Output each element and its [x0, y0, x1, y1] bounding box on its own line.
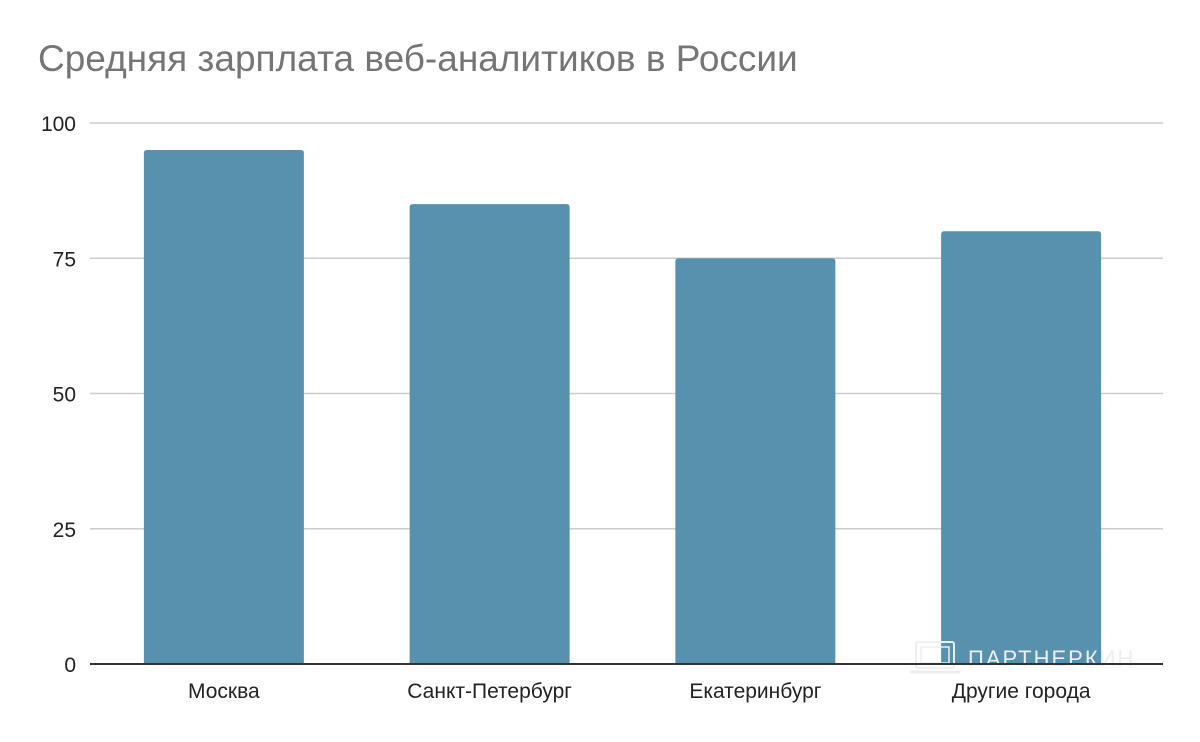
y-tick-label: 25 — [53, 519, 76, 542]
x-tick-label: Екатеринбург — [689, 680, 821, 703]
bar — [675, 258, 836, 664]
x-tick-label: Москва — [188, 680, 260, 703]
bar — [941, 231, 1102, 664]
y-axis-tick-labels: 0 25 50 75 100 — [41, 113, 76, 677]
bar — [409, 204, 570, 664]
x-tick-label: Санкт-Петербург — [407, 680, 572, 703]
x-axis-category-labels: Москва Санкт-Петербург Екатеринбург Другие … — [188, 680, 1091, 703]
y-tick-label: 0 — [64, 654, 76, 677]
bar — [143, 150, 304, 665]
y-tick-label: 100 — [41, 113, 76, 136]
x-tick-label: Другие города — [952, 680, 1091, 703]
laptop-icon — [910, 641, 960, 674]
watermark-text: ПАРТНЕРКИН — [968, 646, 1135, 671]
bars — [143, 150, 1102, 665]
y-tick-label: 75 — [53, 248, 76, 271]
chart-title: Средняя зарплата веб-аналитиков в России — [38, 38, 798, 79]
y-tick-label: 50 — [53, 384, 76, 407]
watermark: ПАРТНЕРКИН — [910, 641, 1135, 674]
